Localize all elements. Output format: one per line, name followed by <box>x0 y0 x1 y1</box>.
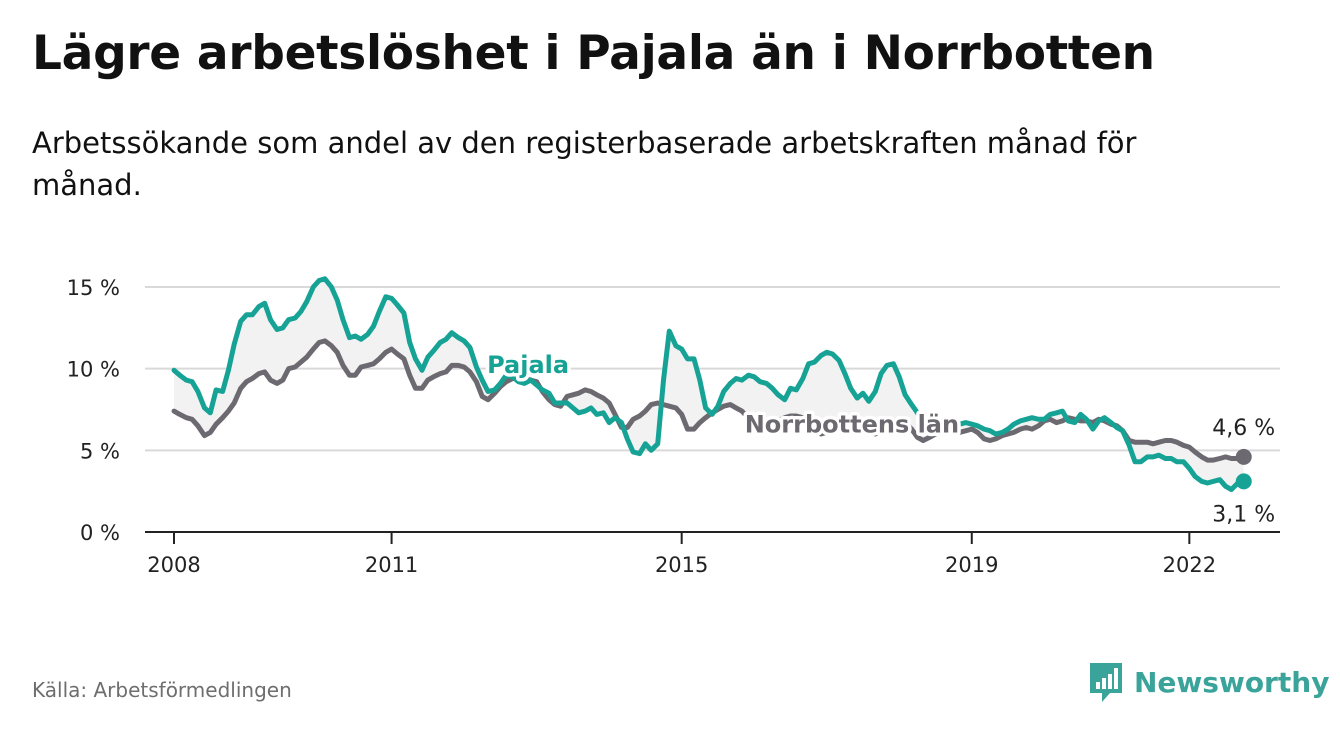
source-note: Källa: Arbetsförmedlingen <box>32 678 292 702</box>
x-tick-label: 2019 <box>945 553 998 577</box>
brand-logo: Newsworthy <box>1088 660 1329 704</box>
x-tick-label: 2015 <box>655 553 708 577</box>
newsworthy-logo-icon <box>1090 663 1122 702</box>
norrbotten-line <box>171 338 1247 463</box>
series-lines <box>171 276 1252 492</box>
norrbotten-end-label: 4,6 % <box>1212 416 1275 441</box>
y-tick-label: 15 % <box>67 276 120 300</box>
series-labels: Pajala Norrbottens län 4,6 % 3,1 % <box>484 347 1276 527</box>
x-tick-label: 2008 <box>147 553 200 577</box>
difference-band <box>174 278 1244 490</box>
norrbotten-series-label: Norrbottens län <box>745 410 959 438</box>
x-tick-label: 2022 <box>1163 553 1216 577</box>
x-tick-label: 2011 <box>365 553 418 577</box>
pajala-end-marker <box>1235 473 1252 490</box>
gap-area <box>174 278 1244 490</box>
grid-lines <box>145 286 1280 452</box>
pajala-line <box>171 276 1247 492</box>
y-tick-label: 10 % <box>67 358 120 382</box>
brand-name: Newsworthy <box>1134 665 1330 699</box>
pajala-end-label: 3,1 % <box>1212 502 1275 527</box>
y-tick-label: 5 % <box>80 439 120 463</box>
chart-title: Lägre arbetslöshet i Pajala än i Norrbot… <box>32 26 1155 81</box>
chart-subtitle: Arbetssökande som andel av den registerb… <box>32 126 1137 202</box>
axes: 0 % 5 % 10 % 15 % 2008 2011 2015 2019 2022 <box>67 276 1280 577</box>
norrbotten-end-marker <box>1235 448 1252 465</box>
pajala-series-label: Pajala <box>487 351 569 379</box>
y-tick-label: 0 % <box>80 521 120 545</box>
